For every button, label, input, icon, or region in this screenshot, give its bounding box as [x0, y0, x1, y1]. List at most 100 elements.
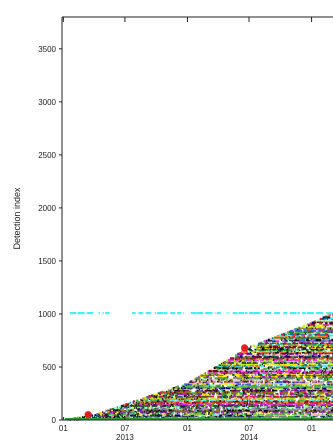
streak-segment: [210, 395, 215, 398]
streak-segment: [295, 382, 302, 385]
scatter-point: [149, 411, 151, 413]
scatter-point: [188, 383, 190, 385]
scatter-point: [77, 417, 79, 419]
streak-segment: [252, 397, 256, 400]
scatter-point: [264, 383, 266, 385]
scatter-point: [99, 415, 101, 417]
scatter-point: [260, 377, 263, 379]
streak-segment: [129, 414, 136, 417]
scatter-point: [312, 400, 315, 403]
scatter-point: [312, 412, 314, 414]
scatter-point: [161, 417, 163, 419]
streak-segment: [256, 379, 262, 382]
scatter-point: [155, 396, 157, 398]
streak-segment: [320, 341, 325, 344]
scatter-point: [278, 378, 280, 380]
scatter-point: [215, 379, 217, 381]
scatter-point: [313, 374, 315, 376]
scatter-point: [285, 406, 287, 409]
streak-segment: [287, 388, 290, 391]
scatter-point: [180, 414, 182, 416]
streak-segment: [319, 338, 321, 341]
scatter-point: [140, 399, 142, 402]
streak-segment: [304, 365, 310, 368]
streak-segment: [160, 413, 162, 416]
streak-segment: [149, 412, 155, 415]
scatter-point: [329, 340, 331, 342]
streak-segment: [203, 372, 206, 376]
scatter-point: [251, 413, 254, 415]
scatter-point: [148, 410, 150, 412]
streak-segment: [272, 410, 279, 413]
scatter-point: [327, 398, 329, 400]
streak-segment: [241, 394, 244, 397]
streak-segment: [259, 364, 261, 367]
scatter-point: [301, 372, 303, 375]
streak-segment: [275, 369, 278, 373]
streak-segment: [245, 356, 251, 359]
scatter-point: [224, 391, 226, 394]
streak-segment: [330, 342, 333, 345]
streak-segment: [291, 408, 298, 411]
streak-segment: [248, 404, 255, 407]
scatter-point: [201, 380, 203, 383]
streak-segment: [314, 405, 319, 408]
streak-segment: [288, 401, 295, 404]
scatter-point: [322, 399, 324, 401]
streak-segment: [181, 386, 188, 389]
scatter-point: [256, 410, 258, 412]
streak-segment: [291, 388, 298, 391]
streak-segment: [270, 346, 276, 350]
streak-segment: [304, 378, 306, 381]
streak-segment: [239, 358, 241, 361]
scatter-point: [280, 395, 282, 397]
scatter-point: [202, 381, 204, 384]
scatter-point: [137, 401, 139, 403]
scatter-point: [156, 394, 158, 397]
streak-segment: [158, 395, 165, 398]
scatter-point: [297, 394, 299, 396]
scatter-point: [132, 415, 134, 418]
scatter-point: [241, 388, 243, 390]
streak-segment: [254, 358, 259, 361]
scatter-point: [231, 406, 233, 408]
scatter-point: [228, 361, 230, 364]
streak-segment: [259, 358, 264, 361]
scatter-point: [218, 404, 220, 406]
scatter-point: [181, 398, 183, 400]
streak-segment: [227, 385, 233, 388]
streak-segment: [299, 353, 303, 356]
scatter-point: [193, 385, 195, 387]
scatter-point: [140, 409, 142, 411]
scatter-point: [261, 363, 263, 366]
scatter-point: [142, 416, 144, 418]
scatter-point: [287, 347, 289, 349]
streak-segment: [165, 312, 168, 315]
scatter-point: [126, 415, 128, 417]
scatter-point: [129, 406, 131, 408]
scatter-point: [225, 397, 227, 399]
streak-segment: [192, 312, 197, 315]
scatter-point: [176, 405, 178, 407]
scatter-point: [259, 369, 261, 371]
scatter-point: [286, 367, 288, 369]
streak-segment: [330, 372, 333, 376]
scatter-point: [211, 390, 213, 392]
streak-segment: [241, 361, 246, 364]
scatter-point: [194, 378, 196, 380]
scatter-point: [288, 367, 290, 370]
streak-segment: [305, 409, 307, 412]
streak-segment: [280, 340, 284, 344]
scatter-point: [98, 413, 100, 415]
scatter-point: [322, 361, 324, 363]
streak-segment: [195, 377, 198, 380]
streak-segment: [319, 356, 321, 359]
scatter-point: [169, 402, 171, 404]
scatter-point: [261, 397, 263, 399]
streak-segment: [191, 406, 193, 409]
streak-segment: [272, 400, 279, 403]
streak-segment: [301, 361, 304, 364]
scatter-point: [261, 402, 263, 404]
scatter-point: [243, 405, 245, 407]
scatter-point: [147, 409, 149, 412]
